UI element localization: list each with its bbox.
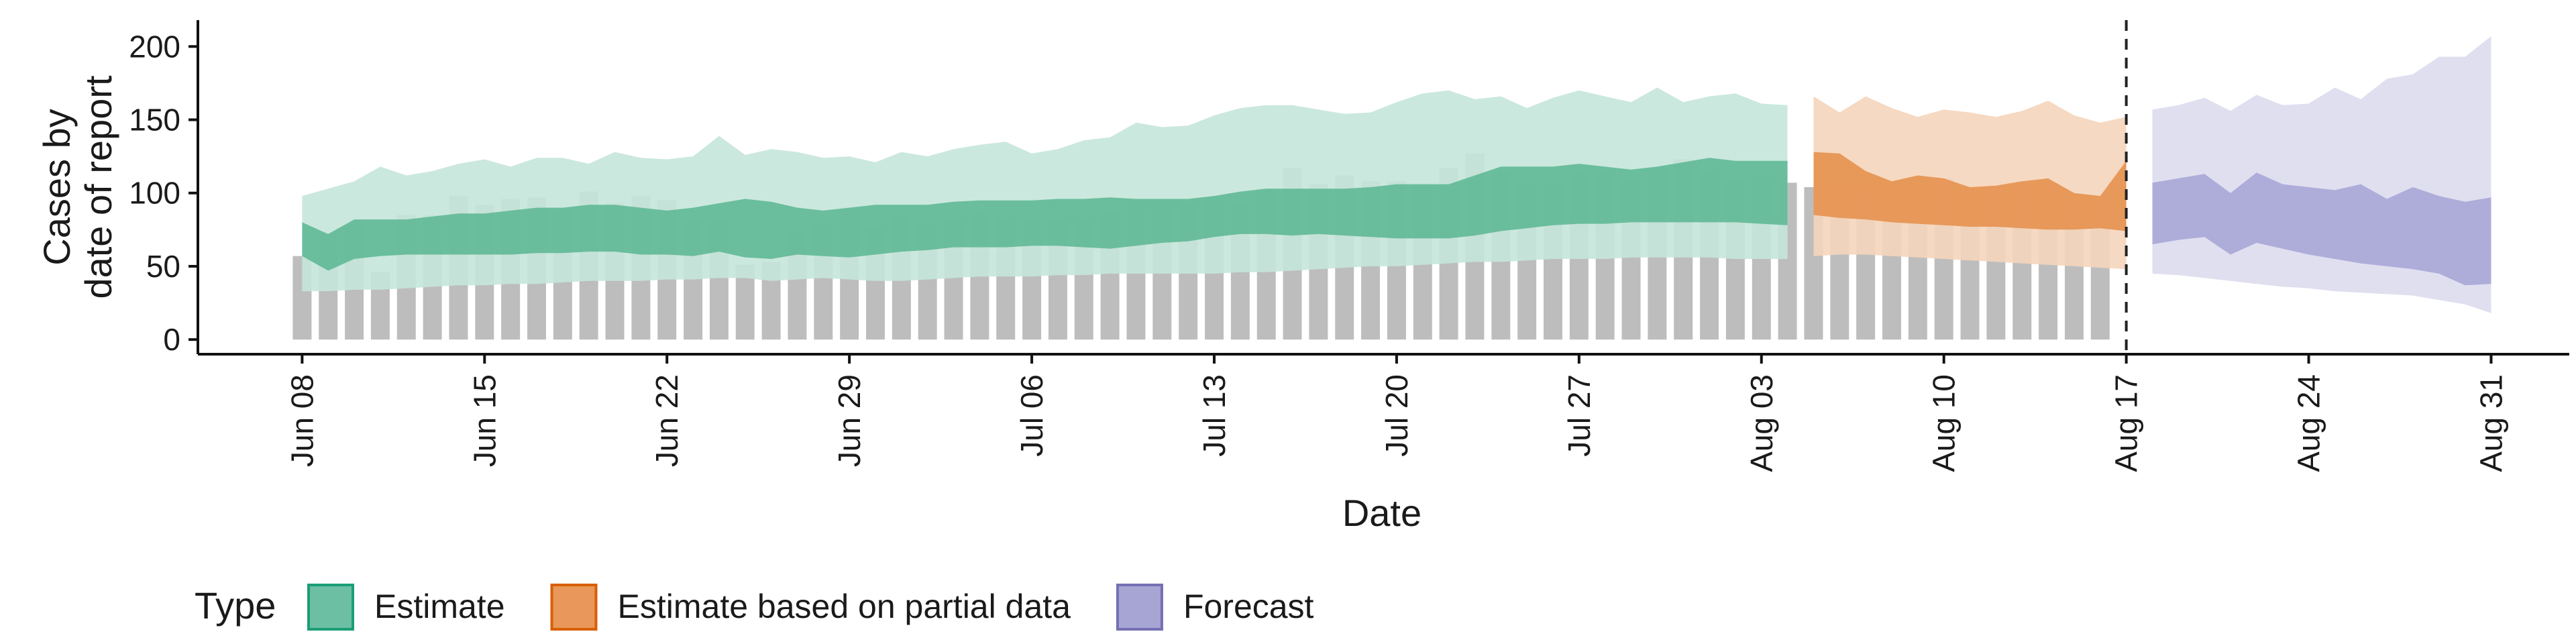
legend-label: Estimate bbox=[374, 588, 505, 625]
estimate-50-ribbon bbox=[302, 158, 1788, 271]
x-tick-label: Jun 15 bbox=[467, 374, 502, 467]
x-tick-label: Jul 27 bbox=[1562, 374, 1597, 457]
tick-labels: 0 50 100 150 200 Jun 08 Jun 15 Jun 22 Jun 29 Jul … bbox=[129, 29, 2508, 472]
x-tick-label: Aug 31 bbox=[2473, 374, 2508, 472]
x-axis-title: Date bbox=[1342, 492, 1421, 534]
x-tick-label: Aug 17 bbox=[2109, 374, 2144, 472]
legend-label: Forecast bbox=[1183, 588, 1314, 625]
legend-item: Estimate bbox=[307, 584, 505, 631]
x-tick-label: Jun 29 bbox=[832, 374, 867, 467]
x-tick-label: Jul 13 bbox=[1197, 374, 1232, 457]
y-axis-title: Cases bydate of report bbox=[36, 75, 119, 299]
x-tick-label: Jul 06 bbox=[1014, 374, 1049, 457]
x-tick-label: Aug 10 bbox=[1927, 374, 1962, 472]
y-tick-label: 100 bbox=[129, 176, 180, 211]
legend-swatch bbox=[307, 584, 354, 631]
y-tick-label: 150 bbox=[129, 103, 180, 138]
y-tick-label: 50 bbox=[146, 249, 180, 284]
y-axis-title-line: Cases by bbox=[36, 109, 78, 265]
legend-swatch bbox=[550, 584, 598, 631]
legend-item: Forecast bbox=[1116, 584, 1314, 631]
legend-label: Estimate based on partial data bbox=[618, 588, 1071, 625]
y-axis-title-line: date of report bbox=[77, 75, 119, 299]
x-tick-label: Jun 08 bbox=[284, 374, 319, 467]
legend-title: Type bbox=[195, 584, 276, 627]
forecast-50-ribbon bbox=[2152, 172, 2491, 286]
estimate-based-on-partial-data-50-ribbon bbox=[1813, 152, 2127, 231]
legend-item: Estimate based on partial data bbox=[550, 584, 1071, 631]
axes bbox=[189, 20, 2569, 364]
y-tick-label: 200 bbox=[129, 29, 180, 64]
x-tick-label: Aug 24 bbox=[2292, 374, 2326, 472]
x-tick-label: Aug 03 bbox=[1744, 374, 1779, 472]
estimate-ribbons bbox=[302, 36, 2491, 313]
x-tick-label: Jul 20 bbox=[1379, 374, 1414, 457]
legend-swatch bbox=[1116, 584, 1163, 631]
legend: Type Estimate Estimate based on partial da… bbox=[195, 584, 1314, 631]
y-tick-label: 0 bbox=[163, 322, 180, 357]
x-tick-label: Jun 22 bbox=[649, 374, 684, 467]
